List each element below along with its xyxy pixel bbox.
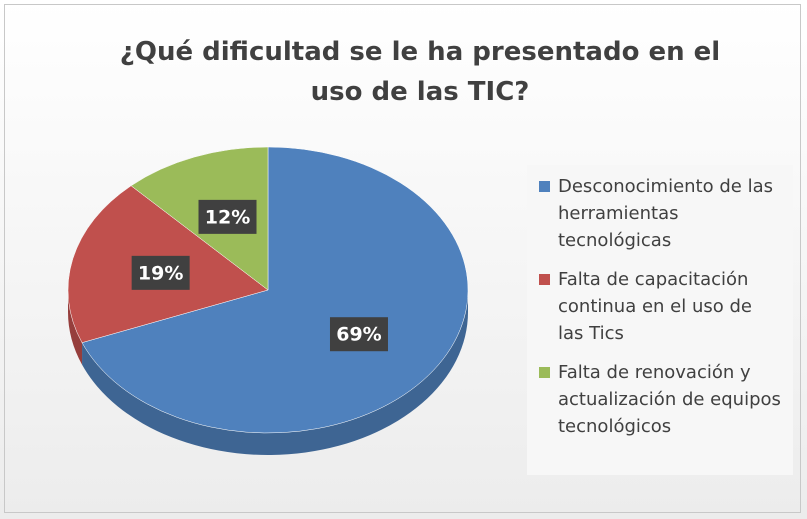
legend-swatch xyxy=(539,181,550,192)
legend: Desconocimiento de las herramientas tecn… xyxy=(527,165,793,475)
data-label: 69% xyxy=(336,324,381,346)
pie-side xyxy=(82,290,468,455)
pie-side xyxy=(68,290,83,365)
label-box xyxy=(329,317,388,352)
legend-entry: Falta de capacitación continua en el uso… xyxy=(539,266,783,347)
legend-entry: Falta de renovación y actualización de e… xyxy=(539,359,783,440)
legend-label: Falta de renovación y actualización de e… xyxy=(558,362,781,437)
label-box xyxy=(198,199,257,234)
label-box xyxy=(131,255,190,290)
data-label: 12% xyxy=(205,206,250,228)
legend-entry: Desconocimiento de las herramientas tecn… xyxy=(539,173,783,254)
legend-swatch xyxy=(539,274,550,285)
legend-label: Desconocimiento de las herramientas tecn… xyxy=(558,176,773,251)
data-label: 19% xyxy=(138,262,183,284)
chart-frame xyxy=(4,4,801,513)
legend-label: Falta de capacitación continua en el uso… xyxy=(558,269,752,344)
legend-swatch xyxy=(539,367,550,378)
chart-title: ¿Qué dificultad se le ha presentado en e… xyxy=(119,37,721,107)
pie-slice xyxy=(81,146,469,434)
